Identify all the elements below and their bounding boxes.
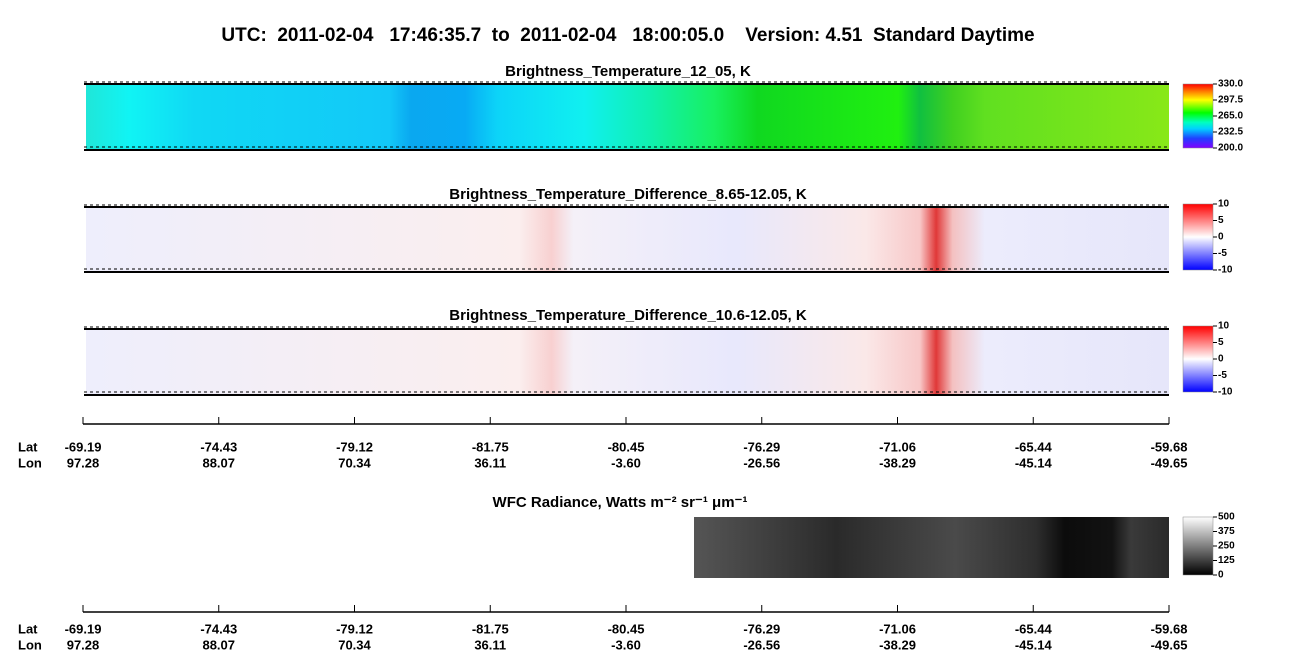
axis-row-label: Lon	[18, 637, 42, 652]
lat-tick-label: -69.19	[65, 621, 102, 636]
lat-tick-label: -79.12	[336, 621, 373, 636]
colorbar-tick-label: 5	[1218, 215, 1224, 226]
lat-tick-label: -79.12	[336, 439, 373, 454]
lon-tick-label: 70.34	[338, 637, 371, 652]
colorbar-tick-label: 125	[1218, 555, 1235, 566]
lon-tick-label: -3.60	[611, 637, 641, 652]
colorbar-tick-label: 0	[1218, 570, 1224, 581]
lat-tick-label: -74.43	[200, 621, 237, 636]
lon-tick-label: -26.56	[743, 455, 780, 470]
axis-row-label: Lat	[18, 621, 38, 636]
figure-title: UTC: 2011-02-04 17:46:35.7 to 2011-02-04…	[221, 25, 1034, 46]
lon-tick-label: -26.56	[743, 637, 780, 652]
lon-tick-label: 88.07	[202, 455, 235, 470]
lon-tick-label: -45.14	[1015, 637, 1053, 652]
colorbar-tick-label: -10	[1218, 265, 1233, 276]
lat-tick-label: -76.29	[743, 439, 780, 454]
colorbar-tick-label: 265.0	[1218, 111, 1243, 122]
heatmap-image	[86, 84, 1169, 150]
axis-row-label: Lat	[18, 439, 38, 454]
lat-tick-label: -59.68	[1151, 439, 1188, 454]
colorbar-tick-label: 232.5	[1218, 127, 1243, 138]
heatmap-image	[86, 207, 1169, 272]
lat-tick-label: -80.45	[608, 439, 645, 454]
colorbar-tick-label: 5	[1218, 337, 1224, 348]
panel-title: Brightness_Temperature_Difference_10.6-1…	[449, 307, 807, 324]
colorbar	[1182, 83, 1214, 149]
lat-tick-label: -59.68	[1151, 621, 1188, 636]
axis-row-label: Lon	[18, 455, 42, 470]
lat-tick-label: -80.45	[608, 621, 645, 636]
lat-tick-label: -71.06	[879, 439, 916, 454]
lat-tick-label: -65.44	[1015, 621, 1053, 636]
colorbar-tick-label: -5	[1218, 370, 1227, 381]
lat-tick-label: -65.44	[1015, 439, 1053, 454]
panel-title: WFC Radiance, Watts m⁻² sr⁻¹ μm⁻¹	[493, 494, 748, 511]
colorbar-tick-label: 250	[1218, 541, 1235, 552]
lon-tick-label: -49.65	[1151, 637, 1188, 652]
colorbar	[1182, 516, 1214, 576]
lat-tick-label: -81.75	[472, 439, 509, 454]
panel-title: Brightness_Temperature_Difference_8.65-1…	[449, 186, 807, 203]
lat-tick-label: -71.06	[879, 621, 916, 636]
colorbar-tick-label: 500	[1218, 512, 1235, 523]
lon-tick-label: -3.60	[611, 455, 641, 470]
lon-tick-label: 36.11	[474, 637, 506, 652]
colorbar-tick-label: -5	[1218, 248, 1227, 259]
lat-tick-label: -76.29	[743, 621, 780, 636]
lon-tick-label: -49.65	[1151, 455, 1188, 470]
colorbar	[1182, 203, 1214, 271]
lat-tick-label: -74.43	[200, 439, 237, 454]
colorbar-tick-label: 10	[1218, 321, 1230, 332]
colorbar	[1182, 325, 1214, 393]
colorbar-tick-label: 0	[1218, 232, 1224, 243]
lat-tick-label: -81.75	[472, 621, 509, 636]
heatmap-image	[694, 517, 1169, 578]
colorbar-tick-label: 0	[1218, 354, 1224, 365]
lon-tick-label: 88.07	[202, 637, 235, 652]
heatmap-image	[86, 329, 1169, 395]
lon-tick-label: 70.34	[338, 455, 371, 470]
lon-tick-label: -38.29	[879, 637, 916, 652]
colorbar-tick-label: 10	[1218, 199, 1230, 210]
lon-tick-label: 36.11	[474, 455, 506, 470]
lon-tick-label: 97.28	[67, 455, 100, 470]
panel-title: Brightness_Temperature_12_05, K	[505, 63, 751, 80]
lon-tick-label: 97.28	[67, 637, 100, 652]
lat-tick-label: -69.19	[65, 439, 102, 454]
colorbar-tick-label: 375	[1218, 526, 1235, 537]
colorbar-tick-label: -10	[1218, 387, 1233, 398]
colorbar-tick-label: 200.0	[1218, 143, 1243, 154]
colorbar-tick-label: 297.5	[1218, 95, 1243, 106]
lon-tick-label: -38.29	[879, 455, 916, 470]
lon-tick-label: -45.14	[1015, 455, 1053, 470]
colorbar-tick-label: 330.0	[1218, 79, 1243, 90]
